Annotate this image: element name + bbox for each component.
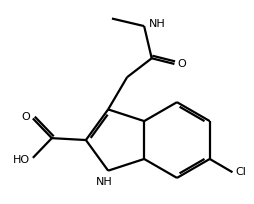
Text: NH: NH <box>96 177 113 187</box>
Text: NH: NH <box>149 19 165 29</box>
Text: O: O <box>178 59 186 69</box>
Text: HO: HO <box>13 155 30 165</box>
Text: Cl: Cl <box>235 167 246 177</box>
Text: O: O <box>21 112 30 122</box>
